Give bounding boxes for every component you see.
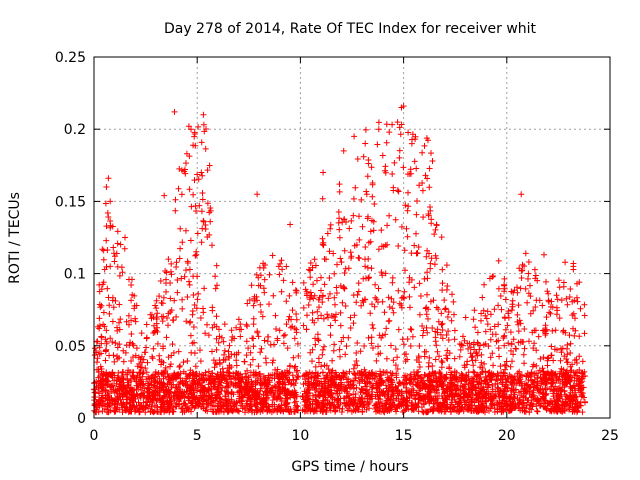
y-tick-label: 0.15 <box>55 194 86 210</box>
y-tick-label: 0.2 <box>64 122 86 138</box>
x-tick-label: 5 <box>193 428 202 444</box>
ticks-layer: 0 5 10 15 20 25 0 0.05 0.1 0.15 0.2 0.25 <box>55 50 619 444</box>
roti-point-markers <box>91 103 588 416</box>
plot-frame <box>93 56 611 419</box>
y-tick-label: 0.05 <box>55 339 86 355</box>
y-axis-label: ROTI / TECUs <box>7 192 23 284</box>
points-layer <box>91 103 588 416</box>
x-tick-label: 15 <box>395 428 413 444</box>
y-tick-label: 0 <box>77 411 86 427</box>
x-tick-label: 25 <box>601 428 619 444</box>
x-tick-label: 20 <box>498 428 516 444</box>
x-axis-label: GPS time / hours <box>291 459 408 475</box>
x-tick-label: 0 <box>90 428 99 444</box>
chart-title: Day 278 of 2014, Rate Of TEC Index for r… <box>164 21 537 37</box>
x-tick-label: 10 <box>291 428 309 444</box>
y-tick-label: 0.25 <box>55 50 86 66</box>
y-tick-label: 0.1 <box>64 267 86 283</box>
